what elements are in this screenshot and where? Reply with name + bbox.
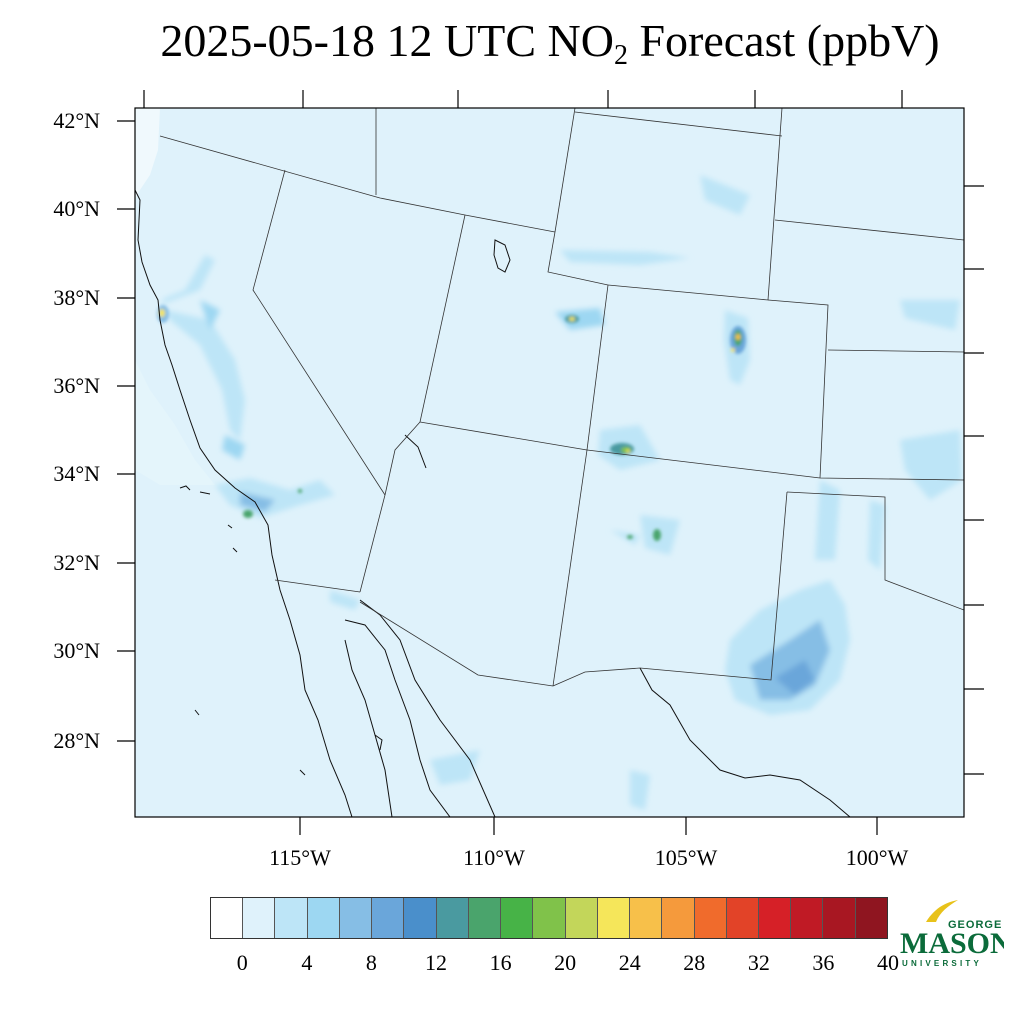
colorbar-segment	[307, 898, 340, 938]
lat-label-30: 30°N	[53, 638, 100, 663]
colorbar-tick-label: 20	[554, 950, 577, 975]
colorbar-segment	[243, 898, 276, 938]
lon-label-110: 110°W	[463, 845, 525, 870]
colorbar-segment	[726, 898, 759, 938]
state-boundaries	[159, 108, 964, 687]
lon-label-115: 115°W	[269, 845, 331, 870]
colorbar-segment	[662, 898, 695, 938]
lat-label-38: 38°N	[53, 285, 100, 310]
title-suffix: Forecast (ppbV)	[627, 15, 940, 66]
map-title: 2025-05-18 12 UTC NO2 Forecast (ppbV)	[0, 14, 1024, 72]
george-mason-logo: GEORGE MASON UNIVERSITY	[900, 900, 1004, 968]
lat-label-42: 42°N	[53, 108, 100, 133]
top-ticks	[143, 90, 903, 108]
colorbar-tick-label: 8	[365, 950, 377, 975]
pacific-ocean	[135, 108, 160, 200]
logo-university: UNIVERSITY	[902, 959, 982, 968]
colorbar-segment	[791, 898, 824, 938]
colorbar-segment	[630, 898, 663, 938]
colorbar-segment	[597, 898, 631, 938]
colorbar-tick-label: 0	[236, 950, 248, 975]
logo-swoosh-icon	[926, 900, 958, 922]
colorbar-tick-label: 12	[425, 950, 447, 975]
lat-label-40: 40°N	[53, 196, 100, 221]
colorbar	[210, 897, 888, 939]
map-background	[135, 108, 964, 817]
colorbar-segment	[758, 898, 792, 938]
colorbar-tick-label: 36	[812, 950, 835, 975]
logo-mason: MASON	[900, 927, 1004, 960]
colorbar-segment	[565, 898, 598, 938]
lat-label-36: 36°N	[53, 373, 100, 398]
colorbar-segment	[404, 898, 437, 938]
colorbar-segment	[211, 898, 244, 938]
colorbar-tick-label: 32	[747, 950, 770, 975]
right-ticks	[964, 185, 984, 775]
colorbar-segment	[468, 898, 502, 938]
colorbar-segment	[372, 898, 405, 938]
colorbar-segment	[501, 898, 534, 938]
coastlines	[135, 189, 851, 817]
colorbar-segment	[694, 898, 727, 938]
title-subscript: 2	[613, 40, 628, 71]
lat-ticks	[117, 120, 135, 742]
colorbar-segment	[275, 898, 308, 938]
colorbar-segment	[855, 898, 887, 938]
colorbar-segment	[533, 898, 566, 938]
pacific-ocean-2	[135, 360, 215, 485]
title-text: 2025-05-18 12 UTC NO	[160, 15, 614, 66]
colorbar-tick-label: 24	[618, 950, 641, 975]
colorbar-tick-label: 16	[489, 950, 512, 975]
logo-george: GEORGE	[948, 919, 1002, 931]
colorbar-tick-label: 40	[877, 950, 899, 975]
lon-label-105: 105°W	[654, 845, 718, 870]
lat-label-32: 32°N	[53, 550, 100, 575]
map-frame	[134, 107, 965, 818]
colorbar-segment	[339, 898, 373, 938]
bottom-ticks	[299, 817, 878, 835]
lon-label-100: 100°W	[845, 845, 909, 870]
no2-hotspots	[157, 305, 746, 541]
colorbar-tick-label: 28	[683, 950, 706, 975]
colorbar-segment	[823, 898, 856, 938]
colorbar-segment	[436, 898, 469, 938]
lat-label-34: 34°N	[53, 461, 100, 486]
lat-label-28: 28°N	[53, 728, 100, 753]
colorbar-tick-label: 4	[301, 950, 313, 975]
